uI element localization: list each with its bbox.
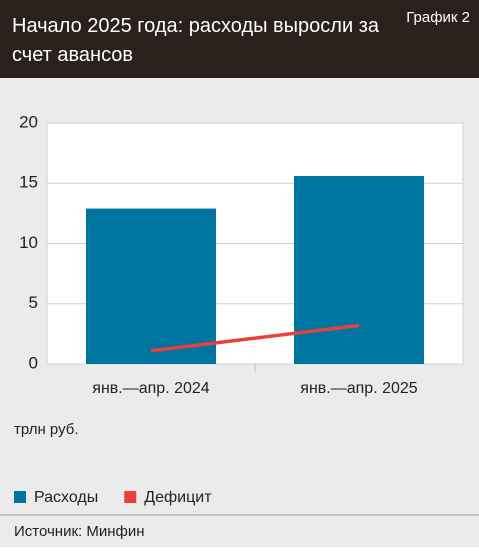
x-tick-label: янв.—апр. 2024: [92, 380, 209, 397]
y-tick-label: 10: [19, 233, 38, 252]
line: [150, 323, 360, 353]
chart-label: График 2: [406, 9, 470, 26]
y-tick-label: 20: [19, 112, 38, 131]
bar: [294, 176, 424, 364]
y-tick-label: 0: [29, 353, 38, 372]
source: Источник: Минфин: [14, 523, 145, 540]
header: [0, 0, 479, 78]
x-tick-label: янв.—апр. 2025: [300, 380, 417, 397]
y-tick-label: 15: [19, 173, 38, 192]
legend-swatch: [124, 491, 137, 503]
legend-swatch: [14, 491, 26, 503]
legend-label: Дефицит: [144, 489, 212, 506]
chart-title: Начало 2025 года: расходы выросли за счет…: [12, 15, 380, 66]
y-tick-label: 5: [29, 293, 38, 312]
y-axis-label: трлн руб.: [14, 421, 79, 438]
bar: [86, 208, 216, 364]
legend-label: Расходы: [34, 489, 98, 506]
